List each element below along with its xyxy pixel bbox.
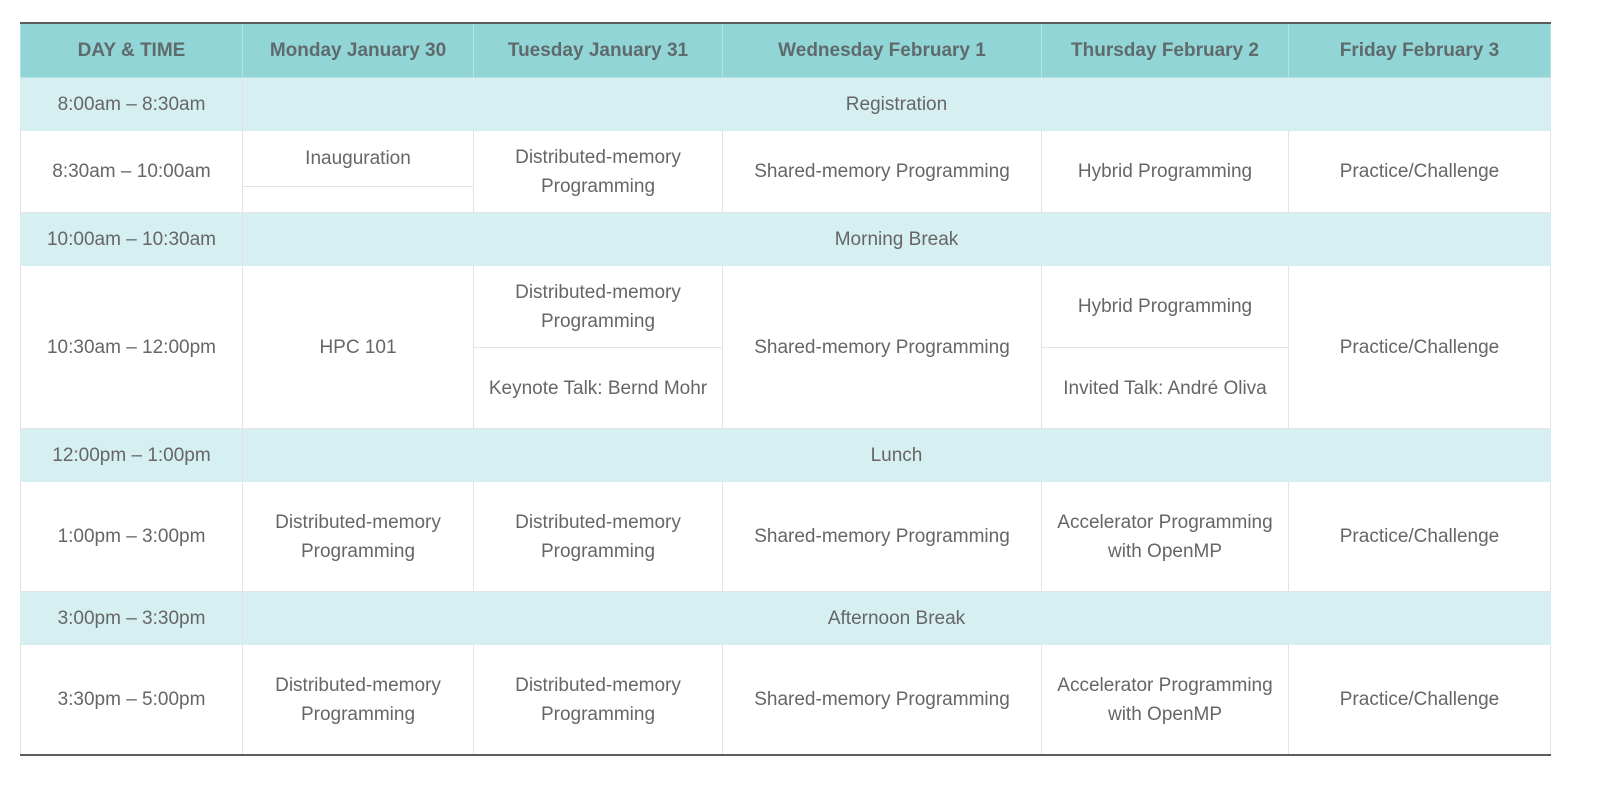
session-cell-wednesday: Shared-memory Programming <box>722 481 1042 592</box>
header-thursday: Thursday February 2 <box>1041 22 1289 78</box>
time-cell: 1:00pm – 3:00pm <box>20 481 243 592</box>
session-cell-tuesday: Distributed-memory Programming <box>473 481 723 592</box>
session-cell-tuesday: Distributed-memory Programming <box>473 130 723 213</box>
header-wednesday: Wednesday February 1 <box>722 22 1042 78</box>
session-cell-monday: Distributed-memory Programming <box>242 481 474 592</box>
header-row: DAY & TIME Monday January 30 Tuesday Jan… <box>20 22 1551 78</box>
schedule-table: DAY & TIME Monday January 30 Tuesday Jan… <box>20 22 1551 756</box>
morning-break-cell: Morning Break <box>242 212 1551 266</box>
empty-cell-monday <box>242 186 474 213</box>
time-cell: 3:00pm – 3:30pm <box>20 591 243 645</box>
row-lunch: 12:00pm – 1:00pm Lunch <box>20 428 1551 482</box>
session-cell-wednesday: Shared-memory Programming <box>722 265 1042 429</box>
row-1530: 3:30pm – 5:00pm Distributed-memory Progr… <box>20 644 1551 756</box>
invited-talk-cell-thursday: Invited Talk: André Oliva <box>1041 347 1289 429</box>
lunch-cell: Lunch <box>242 428 1551 482</box>
session-cell-tuesday: Distributed-memory Programming <box>473 644 723 756</box>
session-cell-thursday: Accelerator Programming with OpenMP <box>1041 644 1289 756</box>
header-tuesday: Tuesday January 31 <box>473 22 723 78</box>
row-1030-sub: Keynote Talk: Bernd Mohr Invited Talk: A… <box>21 347 1551 429</box>
row-1030: 10:30am – 12:00pm HPC 101 Distributed-me… <box>20 265 1551 429</box>
header-friday: Friday February 3 <box>1288 22 1551 78</box>
time-cell: 3:30pm – 5:00pm <box>20 644 243 756</box>
session-cell-monday: Distributed-memory Programming <box>242 644 474 756</box>
time-cell: 10:00am – 10:30am <box>20 212 243 266</box>
session-cell-monday: Inauguration <box>242 130 474 187</box>
time-cell: 10:30am – 12:00pm <box>20 265 243 429</box>
session-cell-friday: Practice/Challenge <box>1288 130 1551 213</box>
session-cell-thursday: Hybrid Programming <box>1041 130 1289 213</box>
session-cell-tuesday: Distributed-memory Programming <box>473 265 723 348</box>
schedule-container: DAY & TIME Monday January 30 Tuesday Jan… <box>20 22 1551 756</box>
row-0830: 8:30am – 10:00am Inauguration Distribute… <box>20 130 1551 213</box>
time-cell: 12:00pm – 1:00pm <box>20 428 243 482</box>
registration-cell: Registration <box>242 77 1551 131</box>
row-afternoon-break: 3:00pm – 3:30pm Afternoon Break <box>20 591 1551 645</box>
row-1300: 1:00pm – 3:00pm Distributed-memory Progr… <box>20 481 1551 592</box>
session-cell-friday: Practice/Challenge <box>1288 481 1551 592</box>
time-cell: 8:30am – 10:00am <box>20 130 243 213</box>
keynote-cell-tuesday: Keynote Talk: Bernd Mohr <box>473 347 723 429</box>
session-cell-monday: HPC 101 <box>242 265 474 429</box>
time-cell: 8:00am – 8:30am <box>20 77 243 131</box>
header-day-time: DAY & TIME <box>20 22 243 78</box>
session-cell-friday: Practice/Challenge <box>1288 644 1551 756</box>
row-0830-sub <box>21 186 1551 213</box>
row-morning-break: 10:00am – 10:30am Morning Break <box>20 212 1551 266</box>
afternoon-break-cell: Afternoon Break <box>242 591 1551 645</box>
header-monday: Monday January 30 <box>242 22 474 78</box>
session-cell-thursday: Hybrid Programming <box>1041 265 1289 348</box>
session-cell-friday: Practice/Challenge <box>1288 265 1551 429</box>
session-cell-thursday: Accelerator Programming with OpenMP <box>1041 481 1289 592</box>
session-cell-wednesday: Shared-memory Programming <box>722 644 1042 756</box>
session-cell-wednesday: Shared-memory Programming <box>722 130 1042 213</box>
row-registration: 8:00am – 8:30am Registration <box>20 77 1551 131</box>
